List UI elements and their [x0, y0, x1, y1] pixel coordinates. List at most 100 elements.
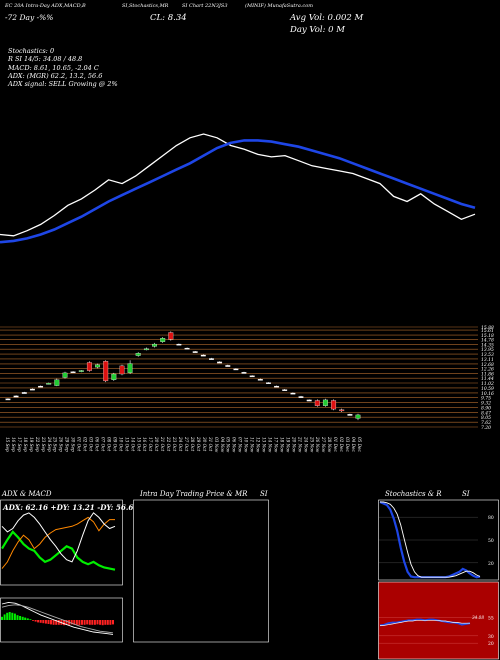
- rsi-tick-label: 55: [488, 615, 494, 621]
- rsi-mark-label: 34.08: [472, 615, 484, 620]
- macd-histogram-bar: [39, 620, 42, 623]
- ma-short-line: [0, 133, 476, 237]
- price-tick-label: 14.35: [481, 343, 494, 349]
- candle-body: [152, 343, 157, 347]
- header-item-3: SI Chart 22N3JS3: [182, 3, 228, 9]
- macd-histogram-bar: [29, 619, 32, 620]
- candle-body: [192, 351, 198, 353]
- macd-histogram-bar: [11, 612, 14, 620]
- macd-histogram-bar: [34, 620, 37, 622]
- price-tick-label: 7.62: [481, 420, 491, 426]
- x-date-label: 15 Oct: [136, 437, 141, 451]
- candle-body: [355, 414, 361, 419]
- macd-histogram-bar: [63, 620, 65, 626]
- macd-histogram-bar: [99, 620, 102, 625]
- header-item-1: EC 20A Intra-Day ADX,MACD,B: [5, 3, 86, 9]
- price-tick-label: 10.16: [481, 391, 494, 397]
- x-date-label: 05 Dec: [357, 437, 362, 452]
- macd-histogram-bar: [50, 620, 52, 625]
- x-date-label: 29 Oct: [196, 436, 201, 451]
- x-date-label: 16 Oct: [142, 437, 147, 451]
- day-vol-label: Day Vol: 0 M: [290, 25, 345, 35]
- macd-histogram-bar: [52, 620, 55, 625]
- price-tick-label: 7.20: [481, 425, 491, 431]
- x-date-label: 13 Nov: [262, 437, 267, 453]
- info-adx: ADX: (MGR) 62.2, 13.2, 56.6: [8, 71, 103, 80]
- macd-histogram-bar: [75, 620, 78, 625]
- macd-histogram-bar: [70, 620, 73, 625]
- candle-body: [249, 375, 255, 378]
- candle-body: [257, 379, 263, 381]
- info-rsi: R SI 14/5: 34.08 / 48.8: [8, 55, 83, 64]
- macd-histogram-bar: [112, 620, 114, 625]
- macd-histogram-bar: [42, 620, 45, 624]
- x-date-label: 19 Nov: [285, 437, 290, 453]
- candle-body: [274, 385, 280, 388]
- candle-body: [78, 370, 84, 372]
- ma-long-line: [0, 139, 476, 244]
- x-date-label: 14 Oct: [130, 437, 135, 451]
- x-date-label: 03 Dec: [345, 437, 350, 452]
- macd-histogram-bar: [26, 618, 29, 620]
- adx-plus-di-line: [1, 516, 115, 569]
- header-item-2: SI,Stochastics,MR: [122, 3, 169, 9]
- price-tick-label: 9.32: [481, 401, 491, 407]
- price-tick-label: 12.26: [481, 367, 494, 373]
- x-date-label: 06 Oct: [95, 437, 100, 451]
- macd-histogram-bar: [96, 620, 99, 625]
- price-tick-label: 12.68: [481, 362, 494, 368]
- candle-body: [176, 343, 182, 346]
- candle-body: [70, 371, 76, 374]
- x-date-label: 22 Sep: [35, 436, 40, 452]
- macd-histogram-bar: [81, 620, 83, 625]
- rsi-tick-label: 20: [488, 641, 494, 647]
- stochastics-d-line: [380, 501, 481, 578]
- x-date-label: 02 Oct: [83, 437, 88, 451]
- price-tick-label: 13.53: [481, 352, 494, 358]
- candle-body: [111, 373, 117, 380]
- x-date-label: 26 Nov: [315, 436, 320, 453]
- macd-histogram-bar: [44, 620, 47, 624]
- x-date-label: 07 Oct: [101, 437, 106, 451]
- macd-histogram-bar: [24, 617, 27, 620]
- rsi-tick-label: 30: [488, 634, 494, 640]
- candle-body: [160, 338, 166, 342]
- x-date-label: 10 Oct: [118, 437, 123, 451]
- rsi-signal-line: [380, 619, 470, 626]
- x-date-label: 01 Oct: [77, 437, 82, 451]
- macd-histogram-bar: [109, 620, 112, 625]
- macd-histogram-bar: [47, 620, 50, 624]
- macd-histogram-bar: [19, 616, 22, 620]
- adx-minus-di-line: [1, 530, 116, 571]
- x-date-label: 26 Sep: [59, 436, 64, 452]
- info-adx-signal: ADX signal: SELL Growing @ 2%: [8, 80, 118, 89]
- candle-body: [54, 379, 60, 386]
- x-date-label: 25 Nov: [309, 436, 314, 453]
- price-tick-label: 9.75: [481, 396, 491, 402]
- price-tick-label: 8.05: [481, 415, 491, 421]
- candle-body: [322, 399, 328, 406]
- x-date-label: 25 Sep: [53, 436, 58, 452]
- header-item-4: (MINIF) MunafaSutra.com: [245, 3, 313, 9]
- price-tick-label: 11.44: [481, 376, 494, 382]
- main-price-chart: 15.8815.6115.1814.7814.3513.9513.5313.11…: [0, 133, 494, 453]
- price-tick-label: 15.61: [481, 328, 494, 334]
- x-date-label: 21 Oct: [160, 436, 165, 451]
- candle-body: [86, 362, 92, 371]
- candle-body: [209, 358, 214, 360]
- x-date-label: 18 Nov: [279, 437, 284, 453]
- macd-histogram-bar: [3, 614, 6, 620]
- price-tick-label: 11.02: [481, 381, 494, 387]
- x-date-label: 03 Oct: [89, 437, 94, 451]
- x-date-label: 14 Nov: [268, 437, 273, 453]
- x-date-label: 21 Nov: [297, 436, 302, 453]
- x-date-label: 17 Nov: [274, 437, 279, 453]
- macd-histogram-bar: [101, 620, 104, 626]
- x-date-label: 22 Oct: [166, 436, 171, 451]
- stochastics-tick-label: 20: [488, 561, 494, 567]
- x-date-label: 13 Oct: [124, 437, 129, 451]
- x-date-label: 28 Oct: [190, 436, 195, 451]
- candle-body: [62, 372, 68, 378]
- stochastics-tick-label: 50: [488, 538, 494, 544]
- x-date-label: 23 Sep: [41, 436, 46, 452]
